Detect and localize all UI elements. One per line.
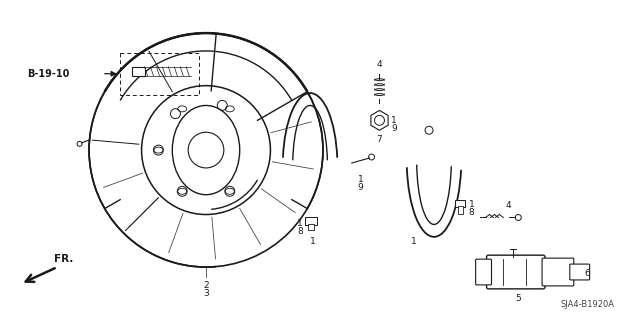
FancyBboxPatch shape — [476, 259, 492, 285]
Text: 8: 8 — [468, 208, 474, 217]
FancyBboxPatch shape — [542, 258, 574, 286]
Text: 4: 4 — [506, 201, 511, 210]
Text: 7: 7 — [376, 135, 382, 144]
Text: 6: 6 — [585, 269, 591, 278]
FancyBboxPatch shape — [458, 205, 463, 213]
Text: 3: 3 — [203, 289, 209, 298]
Text: 2: 2 — [203, 281, 209, 290]
Text: 1: 1 — [298, 219, 303, 228]
FancyBboxPatch shape — [486, 255, 545, 289]
Text: B-19-10: B-19-10 — [28, 69, 70, 79]
Text: 1: 1 — [310, 237, 316, 246]
FancyBboxPatch shape — [455, 200, 465, 207]
Text: 9: 9 — [392, 124, 397, 133]
FancyBboxPatch shape — [308, 225, 314, 230]
Text: 4: 4 — [377, 60, 382, 69]
Text: 9: 9 — [358, 183, 364, 192]
FancyBboxPatch shape — [132, 67, 145, 76]
Text: SJA4-B1920A: SJA4-B1920A — [561, 300, 614, 309]
Text: 1: 1 — [392, 116, 397, 125]
FancyBboxPatch shape — [570, 264, 589, 280]
Text: 1: 1 — [412, 237, 417, 246]
Text: 5: 5 — [515, 294, 521, 303]
Text: 8: 8 — [298, 227, 303, 236]
Text: FR.: FR. — [54, 254, 74, 264]
Text: 1: 1 — [468, 200, 474, 209]
Text: 1: 1 — [358, 175, 364, 184]
FancyBboxPatch shape — [305, 218, 317, 226]
